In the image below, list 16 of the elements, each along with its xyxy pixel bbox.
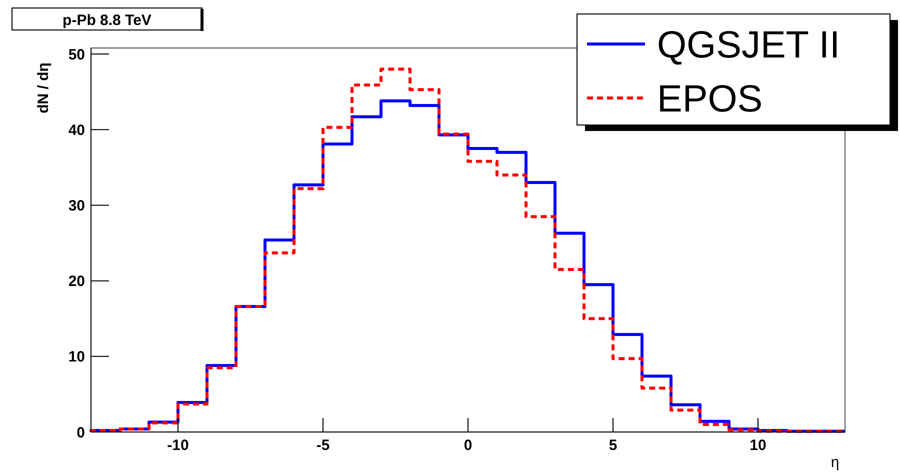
y-tick-label: 40 bbox=[68, 122, 85, 139]
legend-label: EPOS bbox=[657, 78, 763, 120]
legend-label: QGSJET II bbox=[657, 24, 840, 66]
x-tick-label: 0 bbox=[464, 437, 472, 454]
y-tick-label: 0 bbox=[76, 424, 85, 442]
y-tick-label: 30 bbox=[68, 197, 85, 214]
y-tick-label: 50 bbox=[68, 46, 85, 64]
x-tick-label: 5 bbox=[608, 437, 618, 454]
y-tick-label: 20 bbox=[68, 273, 85, 290]
x-tick-label: 10 bbox=[750, 437, 766, 454]
x-axis-title: η bbox=[830, 454, 840, 471]
x-tick-label: -5 bbox=[316, 437, 330, 454]
y-axis-title: dN / dη bbox=[35, 62, 52, 114]
y-tick-label: 10 bbox=[68, 348, 85, 366]
chart-title: p-Pb 8.8 TeV bbox=[62, 12, 152, 29]
x-tick-label: -10 bbox=[167, 437, 189, 454]
